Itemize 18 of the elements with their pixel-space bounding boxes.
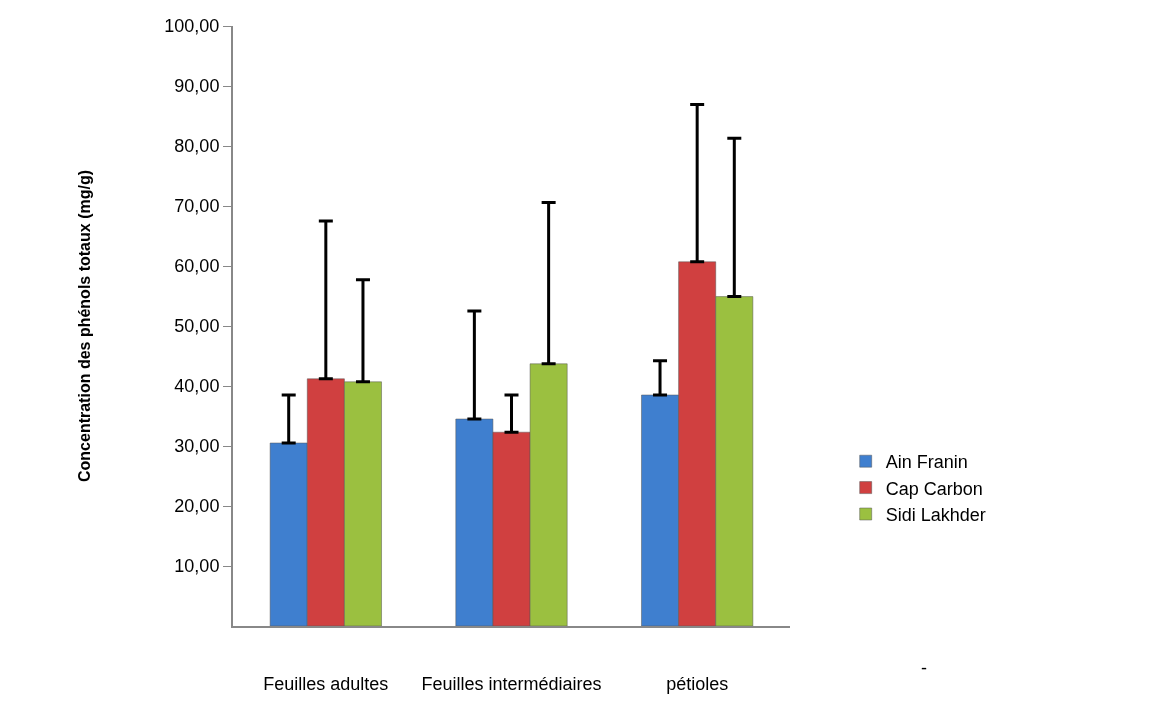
x-tick-label: pétioles [666, 673, 729, 694]
y-tick-label: 60,00 [174, 256, 220, 277]
y-tick-label: 10,00 [174, 556, 220, 577]
y-tick-label: 100,00 [164, 16, 220, 37]
legend-label: Sidi Lakhder [885, 505, 986, 526]
y-tick-label: 40,00 [174, 376, 220, 397]
y-tick-label: 50,00 [174, 316, 220, 337]
y-tick-label: 20,00 [174, 496, 220, 517]
text: - [921, 658, 927, 678]
legend-label: Cap Carbon [885, 478, 983, 499]
y-tick-label: 70,00 [174, 196, 220, 217]
y-tick-label: 80,00 [174, 136, 220, 157]
y-axis-title: Concentration des phénols totaux (mg/g) [75, 169, 93, 483]
x-tick-label: Feuilles intermédiaires [421, 673, 602, 694]
y-tick-label: 30,00 [174, 436, 220, 457]
x-tick-label: Feuilles adultes [263, 673, 389, 694]
y-tick-label: 90,00 [174, 76, 220, 97]
legend-label: Ain Franin [885, 452, 968, 473]
